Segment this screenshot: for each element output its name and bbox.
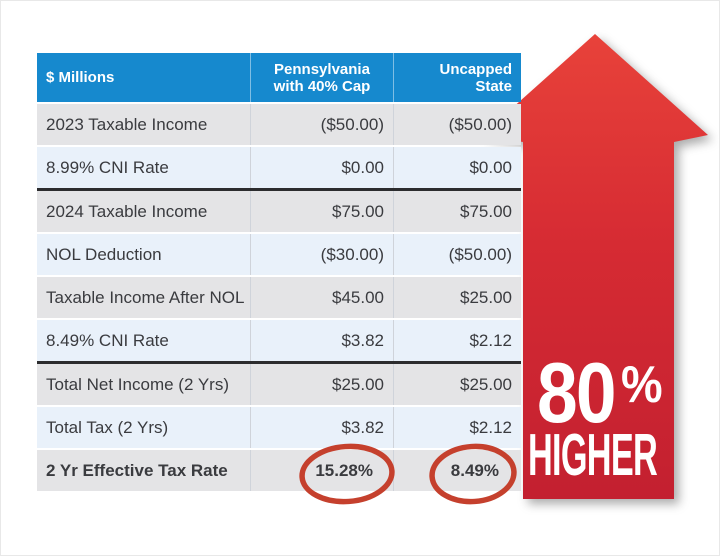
row-pa-value: $75.00 [251, 191, 394, 232]
header-millions: $ Millions [37, 53, 251, 102]
table-row-2023-taxable-income: 2023 Taxable Income ($50.00) ($50.00) [37, 104, 521, 145]
row-label: 2 Yr Effective Tax Rate [37, 450, 251, 491]
table-row-2024-taxable-income: 2024 Taxable Income $75.00 $75.00 [37, 191, 521, 232]
row-label: 8.99% CNI Rate [37, 147, 251, 188]
table-header-row: $ Millions Pennsylvania with 40% Cap Unc… [37, 53, 521, 102]
row-uncapped-value: $25.00 [394, 277, 521, 318]
row-uncapped-value: $2.12 [394, 407, 521, 448]
header-uncapped-line1: Uncapped [439, 60, 512, 78]
row-pa-value: $3.82 [251, 320, 394, 361]
row-pa-value: ($30.00) [251, 234, 394, 275]
table-row-total-net-income: Total Net Income (2 Yrs) $25.00 $25.00 [37, 364, 521, 405]
header-uncapped-state: Uncapped State [394, 53, 521, 102]
row-uncapped-value: ($50.00) [394, 234, 521, 275]
row-uncapped-value: $0.00 [394, 147, 521, 188]
row-label: 8.49% CNI Rate [37, 320, 251, 361]
row-label: NOL Deduction [37, 234, 251, 275]
header-pa-line2: with 40% Cap [273, 77, 371, 95]
row-pa-value: 15.28% [251, 450, 394, 491]
row-label: 2023 Taxable Income [37, 104, 251, 145]
callout-higher-word: HIGHER [528, 422, 658, 488]
callout-percent-sign: % [621, 356, 663, 414]
tax-comparison-table: $ Millions Pennsylvania with 40% Cap Unc… [37, 53, 521, 493]
row-uncapped-value: $75.00 [394, 191, 521, 232]
table-row-899-cni-rate: 8.99% CNI Rate $0.00 $0.00 [37, 147, 521, 191]
table-row-nol-deduction: NOL Deduction ($30.00) ($50.00) [37, 234, 521, 275]
callout-percent-number: 80 [537, 345, 615, 440]
row-label: Total Net Income (2 Yrs) [37, 364, 251, 405]
table-row-total-tax: Total Tax (2 Yrs) $3.82 $2.12 [37, 407, 521, 448]
header-pa-line1: Pennsylvania [274, 60, 370, 78]
table-row-849-cni-rate: 8.49% CNI Rate $3.82 $2.12 [37, 320, 521, 364]
row-pa-value: $3.82 [251, 407, 394, 448]
row-uncapped-value: $25.00 [394, 364, 521, 405]
table-row-effective-tax-rate: 2 Yr Effective Tax Rate 15.28% 8.49% [37, 450, 521, 491]
row-label: 2024 Taxable Income [37, 191, 251, 232]
row-label: Taxable Income After NOL [37, 277, 251, 318]
row-pa-value: $25.00 [251, 364, 394, 405]
row-label: Total Tax (2 Yrs) [37, 407, 251, 448]
row-uncapped-value: 8.49% [394, 450, 521, 491]
table-row-taxable-income-after-nol: Taxable Income After NOL $45.00 $25.00 [37, 277, 521, 318]
header-pennsylvania-cap: Pennsylvania with 40% Cap [251, 53, 394, 102]
row-pa-value: $0.00 [251, 147, 394, 188]
header-uncapped-line2: State [475, 77, 512, 95]
row-uncapped-value: ($50.00) [394, 104, 521, 145]
row-pa-value: ($50.00) [251, 104, 394, 145]
row-pa-value: $45.00 [251, 277, 394, 318]
row-uncapped-value: $2.12 [394, 320, 521, 361]
